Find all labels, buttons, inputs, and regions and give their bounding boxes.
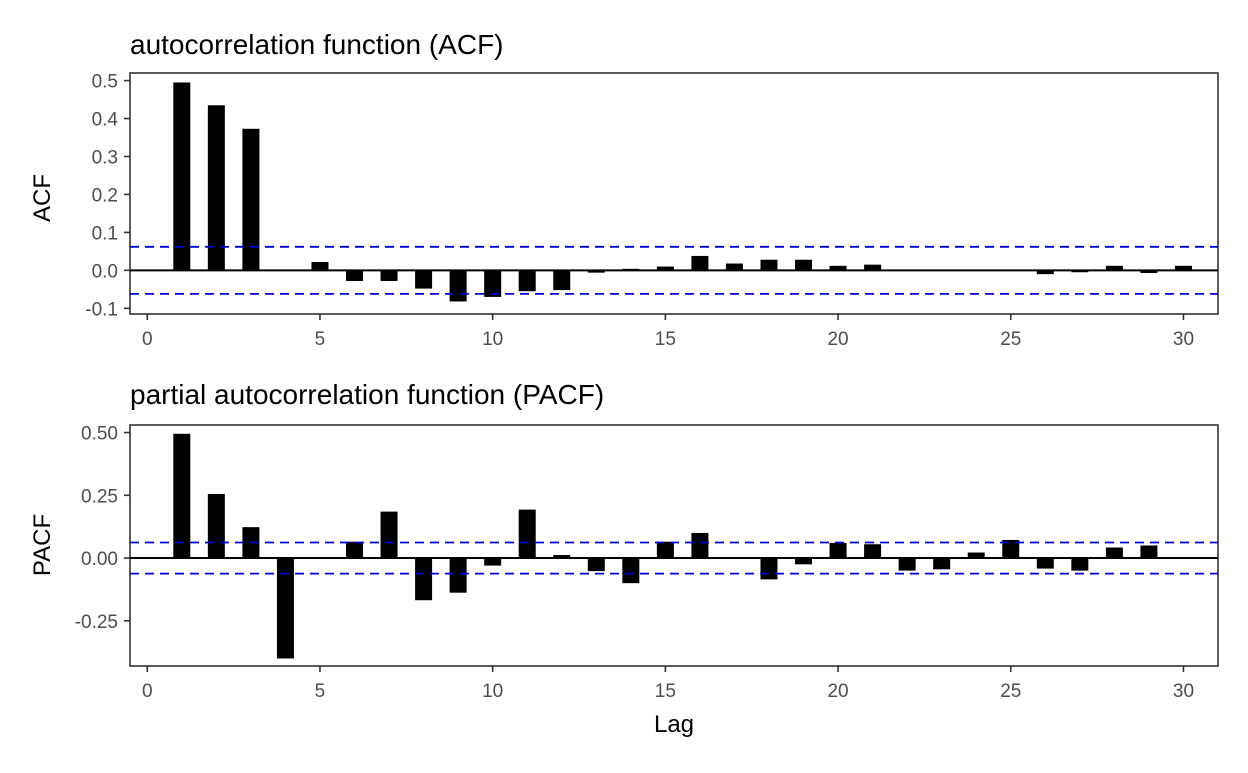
pacf-bar-lag-22 [898, 558, 916, 571]
acf-bar-lag-18 [760, 259, 778, 271]
acf-bar-lag-11 [518, 270, 536, 292]
acf-x-tick-label: 20 [827, 329, 848, 350]
acf-bar-lag-15 [656, 266, 674, 271]
acf-y-axis-title: ACF [29, 174, 56, 222]
acf-bar-lag-3 [242, 128, 260, 271]
pacf-bar-lag-1 [173, 433, 191, 559]
pacf-reference-lines [130, 541, 1218, 575]
pacf-x-tick-label: 25 [1000, 681, 1021, 702]
acf-bar-lag-21 [864, 264, 882, 271]
pacf-y-axis-title: PACF [29, 514, 56, 576]
acf-bar-lag-13 [587, 270, 605, 273]
pacf-bar-lag-21 [864, 544, 882, 559]
acf-bar-lag-19 [795, 259, 813, 271]
acf-y-tick-label: 0.2 [92, 185, 118, 206]
pacf-panel: partial autocorrelation function (PACF) … [29, 379, 1219, 702]
acf-bar-lag-17 [725, 263, 743, 271]
pacf-bar-lag-26 [1036, 558, 1054, 569]
acf-y-tick-label: 0.4 [92, 110, 119, 131]
acf-bar-lag-29 [1140, 270, 1158, 274]
pacf-bar-lag-29 [1140, 545, 1158, 559]
acf-bar-lag-20 [829, 265, 847, 271]
acf-x-tick-label: 5 [315, 329, 326, 350]
acf-y-tick-label: 0.3 [92, 147, 118, 168]
x-axis-title: Lag [654, 711, 694, 738]
pacf-bar-lag-11 [518, 509, 536, 559]
acf-bar-lag-16 [691, 255, 709, 271]
pacf-bar-lag-19 [795, 558, 813, 565]
pacf-bar-lag-10 [484, 558, 502, 566]
pacf-bar-lag-16 [691, 532, 709, 559]
acf-y-tick-label: 0.5 [92, 72, 118, 93]
acf-bar-lag-26 [1036, 270, 1054, 275]
pacf-x-tick-label: 15 [655, 681, 676, 702]
pacf-x-tick-label: 20 [827, 681, 848, 702]
acf-bar-lag-10 [484, 270, 502, 297]
pacf-panel-border [129, 424, 1219, 667]
pacf-x-tick-label: 5 [315, 681, 326, 702]
pacf-y-tick-label: 0.50 [81, 424, 118, 445]
pacf-x-tick-label: 0 [142, 681, 153, 702]
acf-bar-lag-9 [449, 270, 467, 302]
pacf-bar-lag-12 [553, 555, 571, 559]
pacf-y-tick-label: -0.25 [75, 612, 118, 633]
pacf-bars [173, 433, 1158, 659]
acf-bar-lag-12 [553, 270, 571, 291]
pacf-bar-lag-14 [622, 558, 640, 584]
acf-bar-lag-2 [207, 105, 225, 271]
acf-panel-border [129, 72, 1219, 315]
pacf-title: partial autocorrelation function (PACF) [130, 379, 604, 410]
pacf-bar-lag-15 [656, 541, 674, 559]
acf-y-tick-label: 0.0 [92, 261, 118, 282]
pacf-bar-lag-27 [1071, 558, 1089, 571]
pacf-bar-lag-2 [207, 494, 225, 559]
pacf-bar-lag-18 [760, 558, 778, 580]
acf-x-tick-label: 15 [655, 329, 676, 350]
acf-bars [173, 82, 1192, 302]
pacf-bar-lag-13 [587, 558, 605, 572]
acf-x-tick-label: 10 [482, 329, 503, 350]
acf-y-tick-label: 0.1 [92, 223, 118, 244]
acf-x-tick-label: 30 [1173, 329, 1194, 350]
acf-x-ticks: 0 5 10 15 20 25 30 [142, 314, 1194, 350]
pacf-bar-lag-9 [449, 558, 467, 593]
acf-x-tick-label: 25 [1000, 329, 1021, 350]
pacf-bar-lag-20 [829, 542, 847, 559]
acf-bar-lag-1 [173, 82, 191, 271]
pacf-x-tick-label: 30 [1173, 681, 1194, 702]
pacf-bar-lag-24 [967, 552, 985, 559]
pacf-bar-lag-23 [933, 558, 951, 570]
pacf-x-ticks: 0 5 10 15 20 25 30 [142, 666, 1194, 702]
acf-bar-lag-5 [311, 262, 329, 271]
pacf-bar-lag-4 [276, 558, 294, 659]
acf-y-tick-label: -0.1 [85, 299, 118, 320]
acf-title: autocorrelation function (ACF) [130, 29, 504, 60]
acf-bar-lag-28 [1105, 265, 1123, 271]
acf-bar-lag-30 [1174, 265, 1192, 271]
acf-panel: autocorrelation function (ACF) ACF 0 5 10 1… [29, 29, 1219, 350]
pacf-bar-lag-8 [415, 558, 433, 601]
acf-y-ticks: -0.1 0.0 0.1 0.2 0.3 0.4 0.5 [85, 72, 130, 320]
pacf-bar-lag-6 [346, 541, 364, 559]
acf-reference-lines [130, 245, 1218, 295]
pacf-y-tick-label: 0.25 [81, 486, 118, 507]
pacf-bar-lag-28 [1105, 547, 1123, 559]
acf-bar-lag-7 [380, 270, 398, 281]
pacf-x-tick-label: 10 [482, 681, 503, 702]
pacf-y-tick-label: 0.00 [81, 549, 118, 570]
pacf-bar-lag-7 [380, 511, 398, 559]
acf-bar-lag-8 [415, 270, 433, 289]
pacf-y-ticks: -0.25 0.00 0.25 0.50 [75, 424, 130, 633]
acf-x-tick-label: 0 [142, 329, 153, 350]
acf-bar-lag-6 [346, 270, 364, 281]
pacf-bar-lag-25 [1002, 539, 1020, 559]
